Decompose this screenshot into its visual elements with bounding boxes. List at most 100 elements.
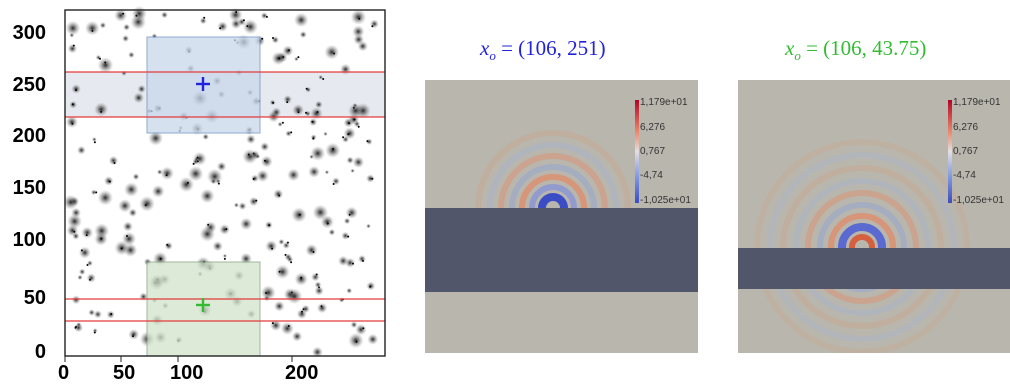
particle: [78, 246, 91, 259]
particle-dot: [93, 141, 96, 144]
particle: [108, 155, 119, 166]
particle: [320, 215, 334, 229]
particle-dot: [347, 133, 350, 136]
particle-dot: [72, 44, 75, 47]
particle: [128, 329, 140, 340]
particle-dot: [348, 213, 351, 216]
particle: [358, 254, 366, 263]
particle: [148, 130, 164, 146]
particle-dot: [91, 29, 94, 32]
particle: [271, 107, 282, 118]
particle-dot: [312, 251, 315, 253]
particle: [355, 323, 367, 336]
particle-dot: [301, 310, 303, 313]
particle: [237, 18, 246, 26]
scatter-plot: 300 250 200 150 100 50 0 0 50 100 200: [0, 0, 400, 387]
particle: [202, 133, 209, 141]
particle-dot: [347, 235, 350, 238]
cb1-label-1: 6,276: [640, 122, 666, 133]
particle: [271, 51, 286, 66]
particle-dot: [71, 103, 74, 106]
cb2-label-3: -4,74: [953, 170, 976, 181]
particle-dot: [85, 234, 88, 237]
particle-dot: [100, 110, 103, 113]
particle: [346, 287, 353, 294]
particle-dot: [281, 121, 284, 124]
colorbar: [635, 100, 639, 203]
particle-dot: [186, 181, 189, 184]
particle-dot: [305, 111, 307, 114]
particle: [122, 221, 133, 232]
particle: [353, 120, 361, 128]
x-tick-50: 50: [113, 362, 136, 384]
particle-dot: [247, 153, 250, 156]
particle: [212, 241, 223, 252]
particle: [293, 12, 309, 28]
particle-dot: [278, 194, 281, 197]
particle: [348, 332, 364, 349]
particle: [275, 264, 290, 280]
particle-dot: [297, 111, 300, 114]
plot-area: [63, 6, 386, 362]
particle-dot: [352, 262, 354, 265]
particle: [239, 217, 253, 231]
particle: [324, 44, 340, 60]
particle: [299, 30, 307, 39]
particle-dot: [108, 180, 111, 183]
particle: [325, 142, 341, 158]
particle-dot: [272, 101, 275, 104]
particle-dot: [246, 25, 249, 28]
particle-dot: [362, 327, 365, 330]
particle-dot: [132, 335, 134, 338]
particle: [72, 232, 80, 240]
particle: [128, 208, 138, 217]
x-tick-200: 200: [285, 362, 319, 384]
particle-dot: [166, 243, 169, 246]
particle: [94, 102, 109, 117]
particle: [339, 63, 352, 75]
particle-dot: [333, 52, 336, 55]
particle: [265, 240, 278, 253]
particle: [156, 169, 163, 175]
particle: [200, 188, 215, 204]
colorbar: [948, 100, 952, 203]
particle-dot: [265, 15, 268, 18]
particle: [346, 156, 354, 164]
particle: [122, 34, 130, 43]
y-tick-50: 50: [23, 287, 46, 309]
particle-dot: [225, 228, 228, 231]
cb1-label-0: 1,179e+01: [640, 97, 688, 108]
particle: [160, 166, 174, 181]
particle: [246, 134, 256, 145]
particle-dot: [311, 120, 314, 123]
particle: [348, 103, 363, 119]
particle-dot: [312, 137, 315, 140]
particle-dot: [278, 270, 281, 273]
cb1-label-2: 0,767: [640, 146, 666, 157]
particle: [273, 300, 285, 312]
particle: [260, 155, 273, 168]
particle-dot: [355, 340, 358, 343]
particle: [118, 199, 132, 213]
particle: [294, 56, 299, 62]
particle: [77, 145, 86, 155]
particle: [314, 286, 324, 296]
particle: [308, 165, 321, 178]
particle: [73, 323, 84, 333]
particle: [242, 19, 258, 35]
particle: [350, 9, 367, 25]
particle-dot: [203, 16, 206, 19]
particle-dot: [252, 178, 255, 180]
particle: [286, 288, 303, 305]
particle: [260, 12, 268, 20]
particle-dot: [348, 122, 351, 125]
particle-dot: [265, 292, 267, 294]
particle: [248, 196, 259, 207]
particle-dot: [326, 222, 329, 225]
particle-dot: [110, 313, 113, 315]
particle: [199, 226, 216, 242]
particle: [67, 43, 78, 54]
particle-dot: [332, 183, 335, 185]
particle: [291, 331, 303, 342]
particle-dot: [104, 61, 107, 64]
